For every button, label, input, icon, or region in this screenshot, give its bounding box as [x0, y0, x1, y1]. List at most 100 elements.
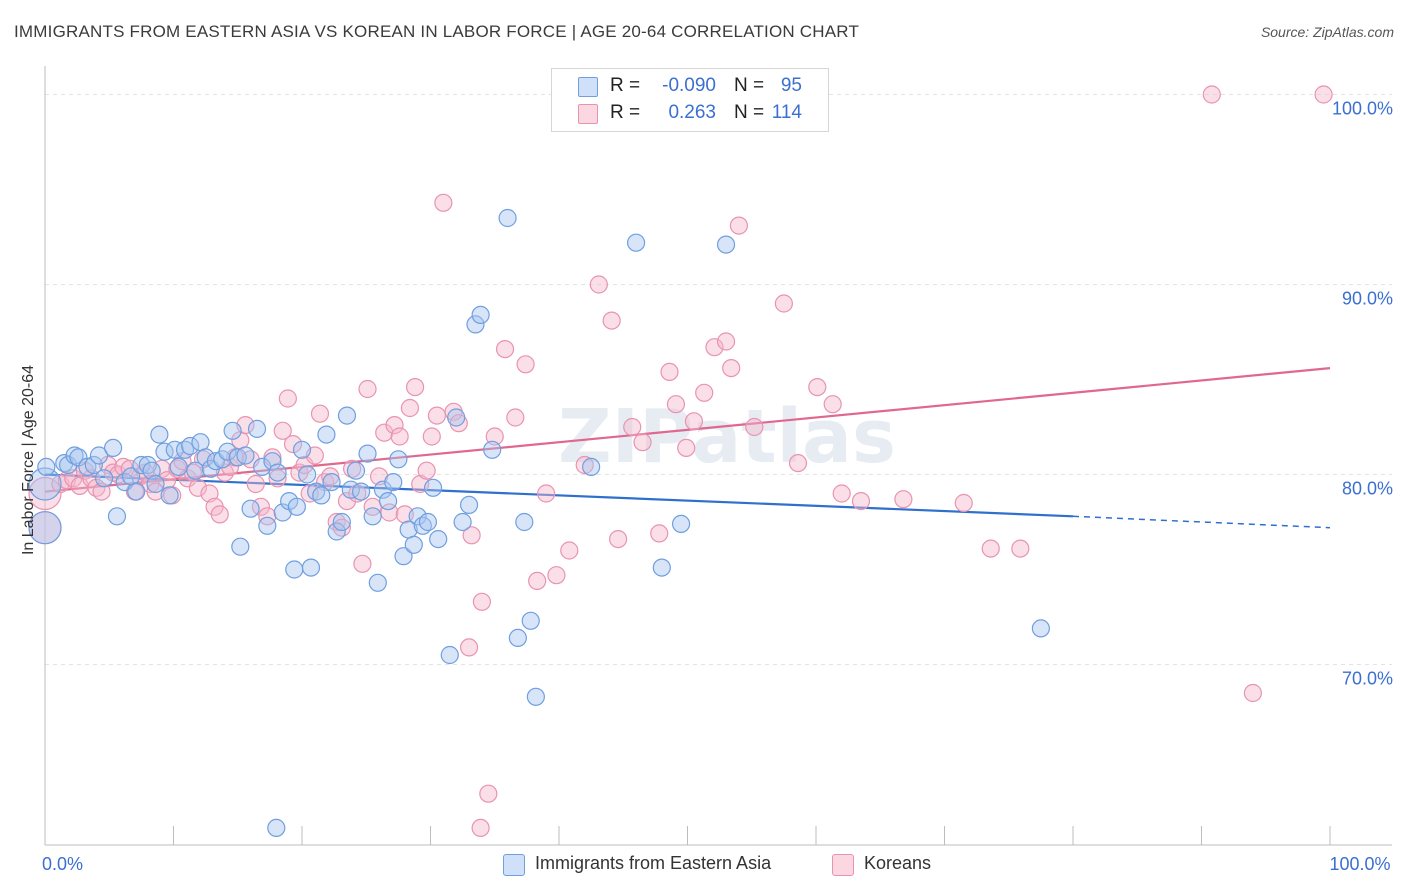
point-korean	[375, 423, 394, 442]
point-korean	[1243, 683, 1263, 703]
point-korean	[650, 524, 669, 543]
source-credit: Source: ZipAtlas.com	[1260, 24, 1394, 40]
point-eastern-asia	[322, 473, 341, 492]
point-korean	[575, 455, 594, 475]
point-korean	[358, 379, 377, 399]
point-korean	[981, 539, 1000, 558]
point-korean	[660, 362, 679, 381]
x-tick-label: 0.0%	[42, 854, 83, 874]
point-eastern-asia	[28, 467, 62, 501]
point-eastern-asia	[169, 457, 188, 476]
point-eastern-asia	[312, 486, 331, 505]
point-eastern-asia	[423, 478, 443, 497]
point-korean	[114, 457, 133, 476]
point-korean	[623, 417, 642, 437]
point-korean	[506, 408, 525, 427]
point-korean	[337, 492, 357, 511]
point-eastern-asia	[84, 455, 103, 475]
point-eastern-asia	[447, 408, 466, 427]
point-eastern-asia	[471, 305, 490, 324]
point-korean	[684, 412, 704, 431]
point-eastern-asia	[104, 438, 123, 457]
point-korean	[462, 526, 481, 545]
point-korean	[609, 529, 628, 549]
point-korean	[516, 355, 535, 374]
point-eastern-asia	[716, 235, 736, 254]
point-korean	[273, 421, 292, 440]
r-label: R =	[610, 75, 641, 96]
point-eastern-asia	[404, 535, 423, 554]
stats-row-pink: R = 0.263 N = 114	[552, 100, 828, 126]
n-value: 95	[780, 75, 802, 96]
y-tick-label: 80.0%	[1342, 479, 1393, 499]
point-eastern-asia	[236, 446, 255, 465]
point-korean	[633, 433, 652, 452]
chart-title: IMMIGRANTS FROM EASTERN ASIA VS KOREAN I…	[14, 22, 860, 41]
point-eastern-asia	[28, 511, 62, 545]
point-eastern-asia	[346, 461, 366, 480]
trend-line-eastern-asia	[44, 473, 1074, 518]
y-tick-label: 70.0%	[1342, 669, 1393, 689]
point-eastern-asia	[258, 516, 277, 535]
point-eastern-asia	[515, 512, 534, 532]
point-eastern-asia	[483, 440, 502, 459]
point-korean	[495, 340, 515, 359]
point-eastern-asia	[373, 480, 393, 499]
point-eastern-asia	[267, 818, 286, 838]
point-eastern-asia	[247, 419, 267, 438]
point-eastern-asia	[160, 486, 179, 505]
point-eastern-asia	[440, 645, 459, 665]
legend-swatch-blue	[503, 854, 525, 876]
point-korean	[405, 378, 425, 397]
point-eastern-asia	[37, 457, 56, 476]
point-korean	[774, 294, 793, 313]
point-eastern-asia	[508, 628, 527, 648]
r-label: R =	[610, 102, 641, 123]
point-korean	[246, 474, 265, 494]
data-points	[28, 85, 1333, 838]
point-korean	[278, 389, 297, 408]
trend-lines	[44, 367, 1331, 529]
point-korean	[1202, 85, 1221, 104]
point-korean	[471, 818, 490, 838]
point-korean	[422, 427, 441, 446]
point-eastern-asia	[453, 512, 472, 532]
point-eastern-asia	[78, 457, 97, 476]
point-eastern-asia	[582, 457, 601, 476]
point-korean	[1314, 85, 1333, 104]
point-korean	[434, 193, 453, 212]
point-eastern-asia	[292, 440, 312, 459]
point-korean	[353, 554, 372, 573]
point-korean	[400, 398, 420, 418]
point-korean	[92, 482, 111, 501]
point-korean	[788, 454, 808, 473]
point-korean	[485, 427, 504, 446]
n-value: 114	[771, 102, 802, 123]
x-tick-label: 100.0%	[1329, 854, 1390, 874]
point-eastern-asia	[95, 469, 114, 488]
point-korean	[851, 492, 871, 511]
point-eastern-asia	[408, 507, 427, 526]
point-eastern-asia	[1031, 619, 1050, 638]
point-korean	[258, 507, 277, 526]
point-korean	[268, 469, 287, 488]
point-eastern-asia	[363, 507, 382, 526]
point-eastern-asia	[498, 208, 517, 228]
point-eastern-asia	[418, 512, 438, 532]
r-value: -0.090	[662, 75, 716, 96]
point-korean	[954, 493, 973, 513]
point-korean	[390, 427, 409, 446]
point-korean	[808, 378, 827, 397]
point-korean	[479, 784, 498, 803]
point-korean	[283, 435, 303, 454]
point-eastern-asia	[429, 529, 448, 549]
point-korean	[560, 541, 579, 560]
y-tick-label: 100.0%	[1332, 99, 1393, 119]
point-korean	[459, 638, 479, 657]
point-eastern-asia	[268, 463, 287, 482]
point-eastern-asia	[223, 421, 242, 440]
point-korean	[695, 383, 714, 402]
gridlines	[45, 94, 1392, 665]
point-korean	[327, 512, 346, 532]
